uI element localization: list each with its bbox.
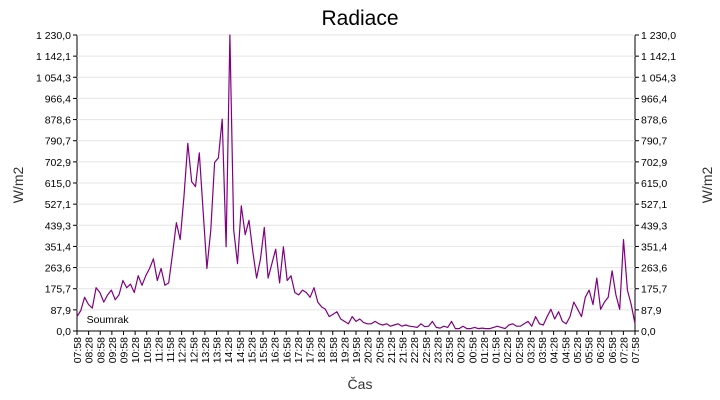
x-tick-label: 23:58	[444, 337, 456, 363]
y-tick-label-left: 0,0	[56, 326, 71, 338]
x-tick-label: 21:28	[386, 337, 398, 363]
x-tick-label: 20:58	[374, 337, 386, 363]
x-tick-label: 14:28	[223, 337, 235, 363]
y-axis-label-right: W/m2	[699, 167, 715, 204]
y-tick-label-left: 1 054,3	[36, 72, 71, 84]
y-tick-label-right: 878,6	[641, 115, 667, 127]
y-tick-label-right: 0,0	[641, 326, 656, 338]
x-tick-label: 17:28	[293, 337, 305, 363]
y-tick-label-right: 1 142,1	[641, 51, 676, 63]
x-tick-label: 04:28	[549, 337, 561, 363]
y-tick-label-left: 439,3	[45, 220, 71, 232]
x-tick-label: 10:28	[130, 337, 142, 363]
x-tick-label: 20:28	[363, 337, 375, 363]
x-tick-label: 02:28	[502, 337, 514, 363]
x-tick-label: 14:58	[235, 337, 247, 363]
y-tick-label-right: 1 230,0	[641, 30, 676, 42]
chart-title: Radiace	[321, 7, 398, 30]
x-tick-label: 06:28	[595, 337, 607, 363]
annotation-label: Soumrak	[87, 314, 130, 326]
x-tick-label: 23:28	[432, 337, 444, 363]
x-tick-label: 11:28	[153, 337, 165, 363]
y-axis-label-left: W/m2	[10, 167, 26, 204]
x-axis-label: Čas	[348, 376, 373, 392]
y-tick-label-left: 878,6	[45, 115, 71, 127]
x-tick-label: 12:28	[177, 337, 189, 363]
x-axis: 07:58 08:28 08:58 09:28 09:58 10:28 10:58 11:28…	[72, 331, 642, 363]
x-tick-label: 03:58	[537, 337, 549, 363]
x-tick-label: 00:28	[456, 337, 468, 363]
y-tick-label-left: 790,7	[45, 136, 71, 148]
series-line	[76, 34, 636, 330]
y-tick-label-left: 263,6	[45, 263, 71, 275]
x-tick-label: 06:58	[607, 337, 619, 363]
x-tick-label: 04:58	[560, 337, 572, 363]
y-axis-right: 0,0 87,9 175,7 263,6 351,4 439,3 527,1 615,0 702…	[635, 30, 676, 338]
x-tick-label: 01:58	[491, 337, 503, 363]
y-tick-label-left: 527,1	[45, 199, 71, 211]
x-tick-label: 03:28	[525, 337, 537, 363]
x-tick-label: 17:58	[305, 337, 317, 363]
y-tick-label-right: 615,0	[641, 178, 667, 190]
y-tick-label-left: 702,9	[45, 157, 71, 169]
x-tick-label: 05:28	[572, 337, 584, 363]
y-tick-label-right: 527,1	[641, 199, 667, 211]
x-tick-label: 13:58	[212, 337, 224, 363]
x-tick-label: 00:58	[467, 337, 479, 363]
x-tick-label: 10:58	[142, 337, 154, 363]
x-tick-label: 18:28	[316, 337, 328, 363]
x-tick-label: 22:28	[409, 337, 421, 363]
x-tick-label: 15:58	[258, 337, 270, 363]
y-tick-label-right: 175,7	[641, 284, 667, 296]
x-tick-label: 07:58	[630, 337, 642, 363]
x-tick-label: 08:28	[84, 337, 96, 363]
y-tick-label-left: 966,4	[45, 93, 71, 105]
y-tick-label-left: 175,7	[45, 284, 71, 296]
y-tick-label-right: 790,7	[641, 136, 667, 148]
x-tick-label: 02:58	[514, 337, 526, 363]
y-tick-label-left: 1 230,0	[36, 30, 71, 42]
x-tick-label: 07:58	[72, 337, 84, 363]
x-tick-label: 19:58	[351, 337, 363, 363]
y-tick-label-left: 1 142,1	[36, 51, 71, 63]
plot-area: Soumrak	[76, 34, 636, 330]
x-tick-label: 01:28	[479, 337, 491, 363]
y-tick-label-right: 966,4	[641, 93, 667, 105]
x-tick-label: 19:28	[339, 337, 351, 363]
x-tick-label: 08:58	[95, 337, 107, 363]
y-tick-label-left: 351,4	[45, 241, 71, 253]
x-tick-label: 09:28	[107, 337, 119, 363]
x-tick-label: 22:58	[421, 337, 433, 363]
x-tick-label: 16:28	[270, 337, 282, 363]
y-tick-label-right: 87,9	[641, 305, 662, 317]
y-tick-label-right: 1 054,3	[641, 72, 676, 84]
x-tick-label: 05:58	[584, 337, 596, 363]
x-tick-label: 11:58	[165, 337, 177, 363]
y-tick-label-right: 263,6	[641, 263, 667, 275]
y-tick-label-left: 87,9	[51, 305, 72, 317]
y-tick-label-right: 702,9	[641, 157, 667, 169]
x-tick-label: 16:58	[281, 337, 293, 363]
x-tick-label: 07:28	[618, 337, 630, 363]
x-tick-label: 15:28	[246, 337, 258, 363]
x-tick-label: 13:28	[200, 337, 212, 363]
x-tick-label: 21:58	[398, 337, 410, 363]
x-tick-label: 18:58	[328, 337, 340, 363]
y-axis-left: 0,0 87,9 175,7 263,6 351,4 439,3 527,1 615,0 702…	[36, 30, 77, 338]
x-tick-label: 12:58	[188, 337, 200, 363]
y-tick-label-left: 615,0	[45, 178, 71, 190]
y-tick-label-right: 439,3	[641, 220, 667, 232]
y-tick-label-right: 351,4	[641, 241, 667, 253]
x-tick-label: 09:58	[119, 337, 131, 363]
